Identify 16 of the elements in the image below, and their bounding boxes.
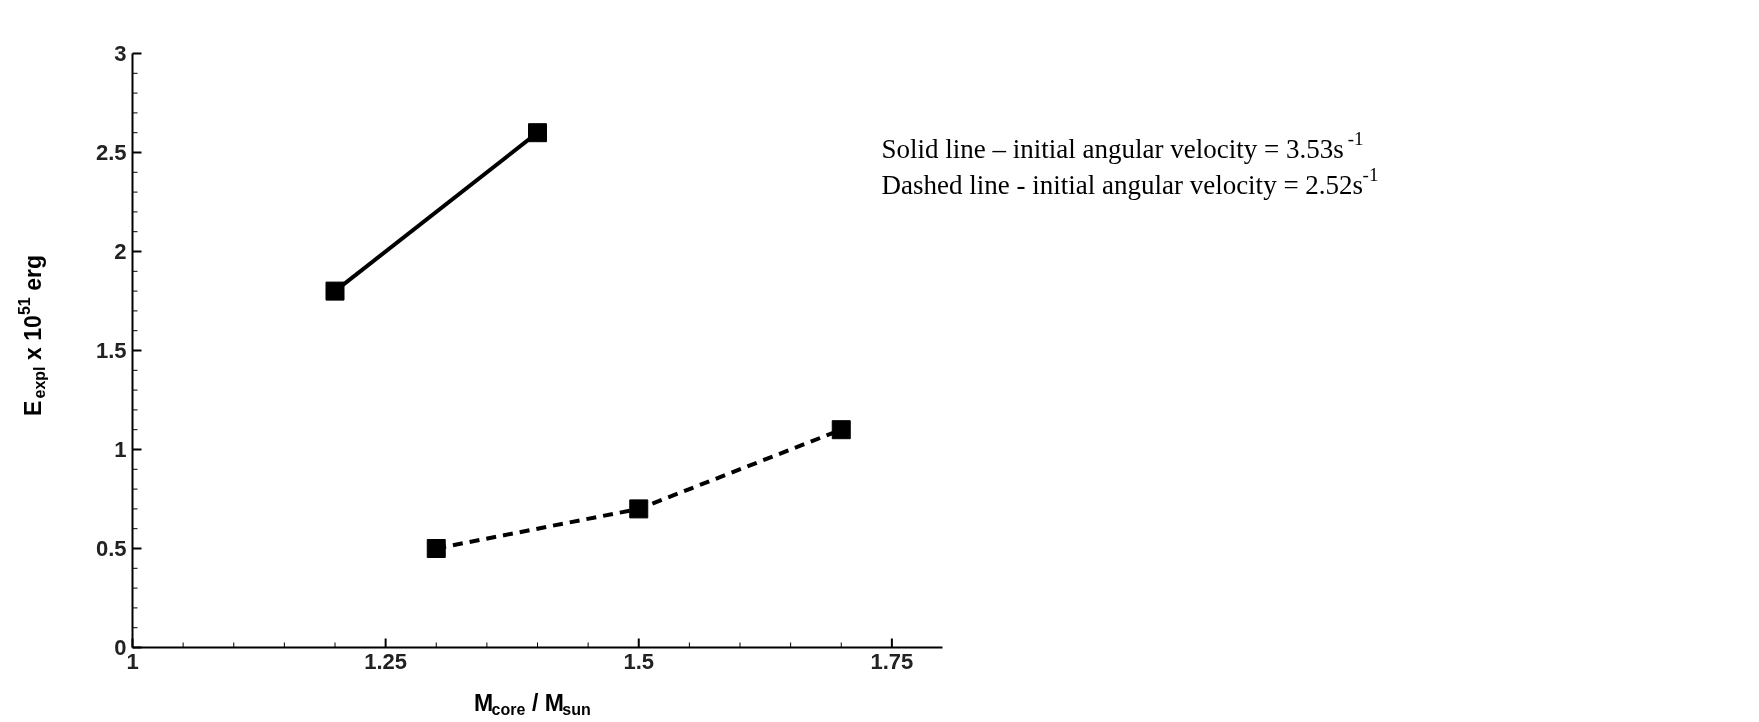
y-tick-label: 2.5 — [95, 140, 127, 165]
y-tick-label: 0 — [114, 635, 127, 660]
x-tick-label: 1.75 — [870, 648, 914, 674]
y-tick-label: 2 — [114, 239, 127, 264]
y-axis-title: Eexpl x 1051 erg — [15, 255, 48, 416]
point — [325, 281, 345, 301]
x-tick-label: 1.25 — [364, 648, 408, 674]
point — [528, 123, 547, 143]
y-tick-label: 1.5 — [95, 338, 127, 363]
x-tick-label: 1.5 — [623, 648, 655, 674]
y-tick-label: 0.5 — [95, 536, 127, 561]
point — [426, 539, 446, 558]
y-tick-label: 3 — [114, 41, 127, 66]
y-tick-label: 1 — [114, 437, 127, 462]
point — [629, 499, 649, 519]
point — [831, 420, 851, 440]
